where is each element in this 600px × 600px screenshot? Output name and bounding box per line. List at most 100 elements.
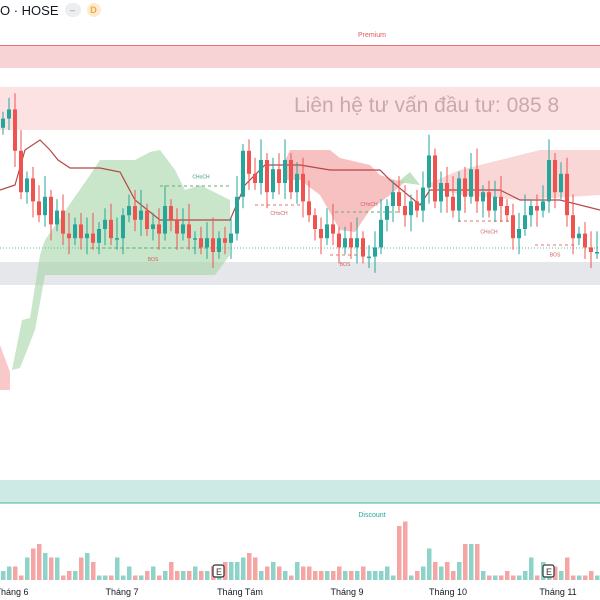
discount-label: Discount — [358, 512, 385, 519]
candle-body — [487, 192, 491, 211]
volume-bar — [343, 571, 348, 580]
volume-bar — [271, 562, 276, 580]
candle-body — [37, 201, 41, 216]
candle-body — [283, 160, 287, 183]
candle-body — [451, 196, 455, 211]
candle-body — [73, 224, 77, 239]
volume-bar — [229, 562, 234, 580]
candle-body — [13, 109, 17, 151]
volume-bar — [409, 575, 414, 580]
candle-body — [493, 196, 497, 211]
candle-body — [241, 150, 245, 197]
cloud-red-right — [425, 150, 600, 200]
symbol-title[interactable]: O · HOSE — [0, 2, 59, 18]
volume-bar — [205, 571, 210, 580]
volume-bar — [457, 562, 462, 580]
time-axis: Tháng 6 Tháng 7 Tháng Tám Tháng 9 Tháng 10 Th… — [0, 587, 577, 597]
volume-bar — [55, 557, 60, 580]
candle-body — [361, 238, 365, 257]
candle-body — [49, 196, 53, 225]
candle-body — [103, 219, 107, 229]
volume-bar — [319, 571, 324, 580]
time-tick-label: Tháng 7 — [105, 587, 138, 597]
volume-bar — [85, 553, 90, 580]
candle-body — [517, 229, 521, 239]
candle-body — [205, 238, 209, 248]
volume-bar — [469, 544, 474, 580]
volume-bar — [163, 571, 168, 580]
candle-body — [523, 215, 527, 229]
candle-body — [163, 206, 167, 234]
volume-bar — [103, 575, 108, 580]
volume-bar — [577, 575, 582, 580]
candle-body — [481, 192, 485, 202]
candle-body — [187, 224, 191, 239]
candle-body — [85, 233, 89, 239]
volume-bar — [253, 557, 258, 580]
volume-bar — [451, 571, 456, 580]
candle-body — [445, 183, 449, 197]
candle-body — [547, 160, 551, 202]
candle-body — [145, 210, 149, 229]
candle-body — [181, 224, 185, 234]
volume-bar — [445, 562, 450, 580]
volume-bar — [277, 566, 282, 580]
volume-bar — [421, 566, 426, 580]
candle-body — [277, 169, 281, 183]
volume-bar — [361, 566, 366, 580]
structure-label: BOS — [340, 262, 351, 268]
candle-body — [595, 252, 599, 254]
candle-body — [97, 229, 101, 243]
candle-body — [217, 238, 221, 252]
volume-bar — [187, 571, 192, 580]
volume-bar — [325, 571, 330, 580]
premium-label: Premium — [358, 32, 386, 39]
candle-body — [331, 224, 335, 234]
volume-bar — [571, 575, 576, 580]
volume-bar — [145, 571, 150, 580]
volume-bar — [307, 566, 312, 580]
candle-body — [475, 169, 479, 202]
volume-bar — [127, 566, 132, 580]
volume-bar — [91, 562, 96, 580]
time-tick-label: Tháng 9 — [330, 587, 363, 597]
supply-zone — [0, 87, 600, 130]
candle-body — [553, 160, 557, 193]
candle-body — [541, 201, 545, 211]
volume-bar — [373, 571, 378, 580]
minus-badge[interactable]: – — [64, 3, 81, 17]
candle-body — [157, 224, 161, 234]
volume-bar — [43, 553, 48, 580]
candle-body — [427, 155, 431, 188]
candle-body — [367, 256, 371, 259]
volume-bar — [313, 571, 318, 580]
volume-bar — [559, 571, 564, 580]
structure-label: CHoCH — [270, 211, 288, 217]
volume-bar — [61, 575, 66, 580]
volume-bar — [139, 575, 144, 580]
earnings-marker[interactable] — [212, 564, 225, 578]
volume-bar — [7, 566, 12, 580]
volume-bar — [511, 575, 516, 580]
candle-body — [109, 219, 113, 239]
delayed-data-badge[interactable]: D — [86, 3, 101, 17]
time-tick-label: Tháng 6 — [0, 587, 29, 597]
candle-body — [79, 224, 83, 239]
volume-bar — [283, 571, 288, 580]
volume-bar — [175, 571, 180, 580]
volume-bar — [367, 571, 372, 580]
candle-body — [463, 178, 467, 197]
candle-body — [199, 238, 203, 248]
volume-bar — [493, 575, 498, 580]
earnings-marker[interactable] — [542, 564, 555, 578]
volume-bar — [565, 557, 570, 580]
volume-bar — [67, 571, 72, 580]
candle-body — [67, 233, 71, 239]
structure-lines — [90, 185, 575, 256]
earnings-marker-label: E — [216, 567, 222, 577]
volume-bar — [79, 557, 84, 580]
candle-body — [505, 206, 509, 216]
candle-body — [175, 219, 179, 234]
